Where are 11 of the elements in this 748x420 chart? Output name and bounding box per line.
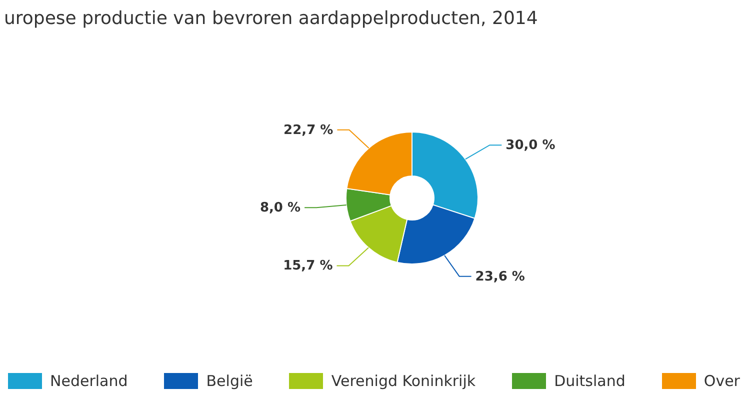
data-label: 22,7 % bbox=[284, 122, 334, 138]
legend-label: Nederland bbox=[50, 372, 128, 390]
data-label: 15,7 % bbox=[283, 258, 333, 274]
data-label: 23,6 % bbox=[475, 269, 525, 284]
legend-label: België bbox=[206, 372, 253, 390]
legend-label: Verenigd Koninkrijk bbox=[331, 372, 476, 390]
legend-label: Over bbox=[704, 372, 740, 390]
data-label: 8,0 % bbox=[260, 200, 301, 216]
chart-title: uropese productie van bevroren aardappelproducten, 2014 bbox=[4, 8, 538, 29]
legend-label: Duitsland bbox=[554, 372, 626, 390]
data-label: 30,0 % bbox=[506, 138, 556, 154]
